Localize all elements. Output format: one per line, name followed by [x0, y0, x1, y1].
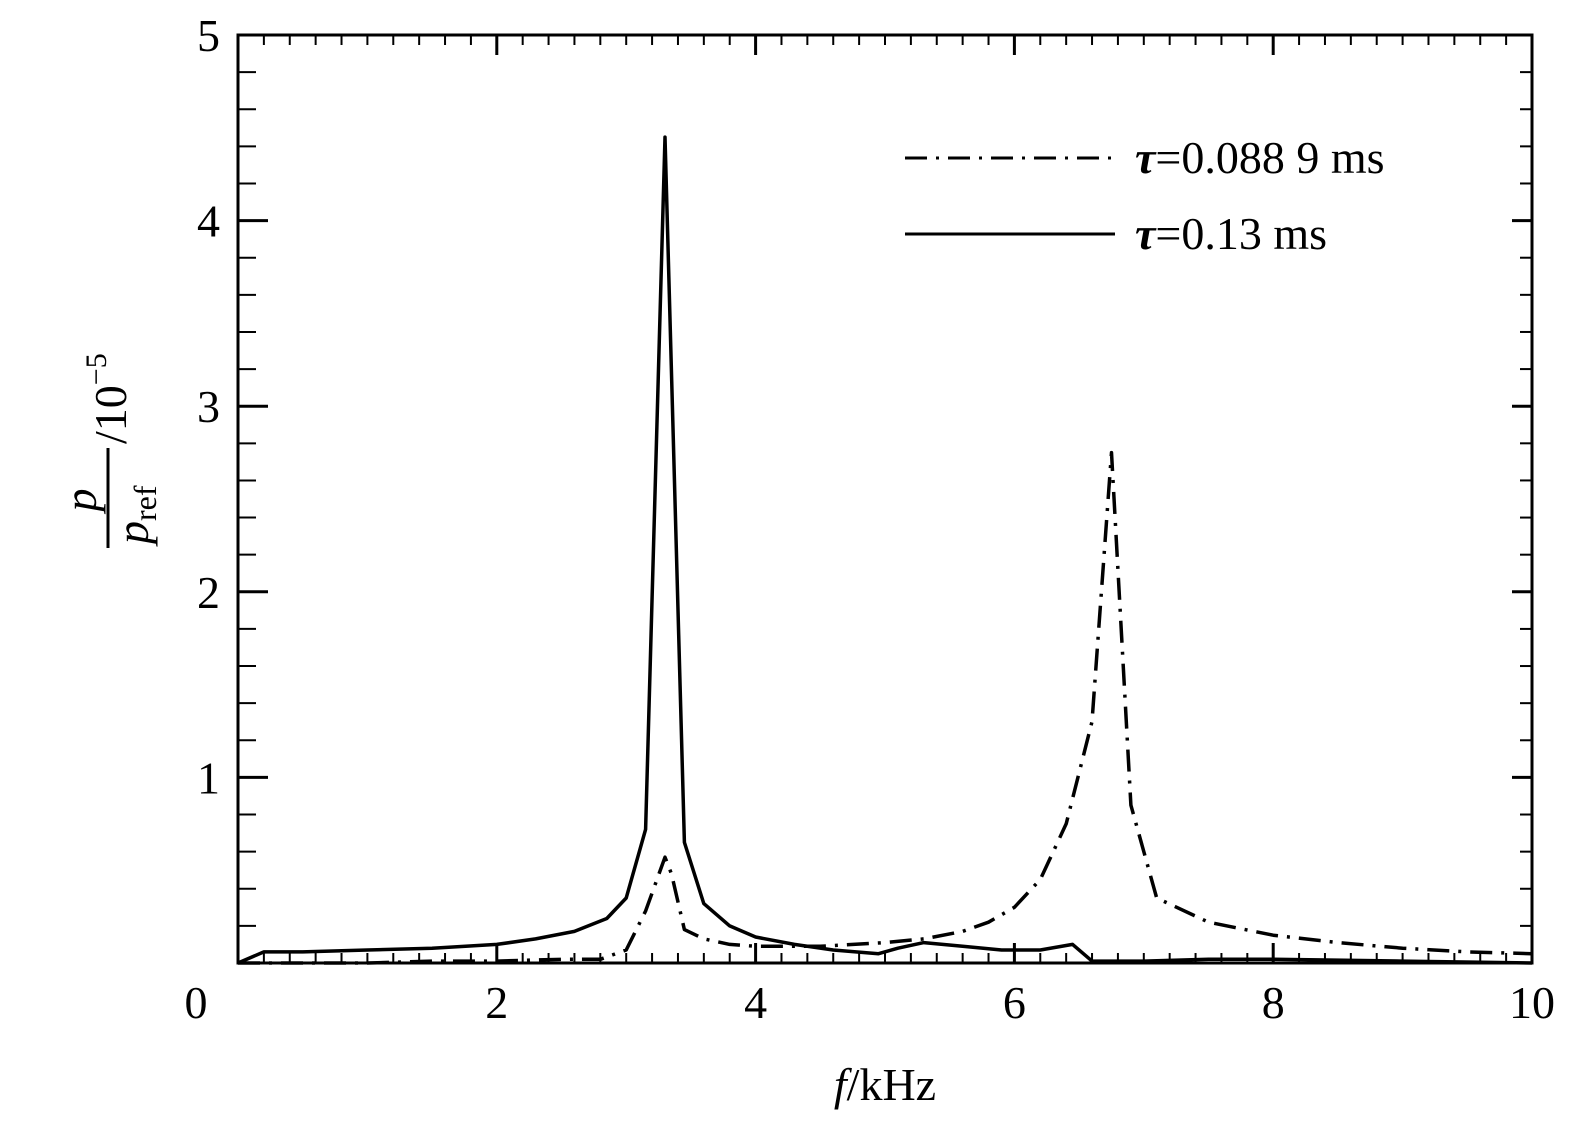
legend-text-series-1: =0.088 9 ms — [1155, 132, 1384, 183]
legend-entry-series-2: τ=0.13 ms — [1135, 208, 1327, 259]
y-axis-title: p pref /10−5 — [55, 353, 163, 548]
legend-entry-series-1: τ=0.088 9 ms — [1135, 132, 1385, 183]
series-line-1 — [238, 450, 1533, 965]
y-tick-label: 2 — [197, 567, 220, 618]
series-lines — [237, 135, 1533, 965]
y-tick-label: 4 — [197, 196, 220, 247]
x-axis-unit: /kHz — [847, 1059, 936, 1110]
x-tick-label: 2 — [485, 977, 508, 1028]
x-tick-label: 6 — [1003, 977, 1026, 1028]
y-axis-scale: /10−5 — [80, 353, 136, 444]
y-axis-denominator: pref — [107, 485, 163, 547]
x-tick-label: 8 — [1262, 977, 1285, 1028]
legend: τ=0.088 9 ms τ=0.13 ms — [905, 132, 1385, 259]
y-tick-label: 1 — [197, 752, 220, 803]
x-tick-label: 10 — [1509, 977, 1555, 1028]
minor-ticks — [238, 35, 1532, 963]
y-axis-scale-text: /10 — [85, 385, 136, 444]
x-axis-title: f/kHz — [834, 1059, 936, 1110]
x-tick-label: 4 — [744, 977, 767, 1028]
legend-text-series-2: =0.13 ms — [1155, 208, 1327, 259]
legend-symbol-series-2: τ — [1135, 208, 1157, 259]
y-axis-exponent: −5 — [80, 353, 113, 385]
legend-symbol-series-1: τ — [1135, 132, 1157, 183]
y-axis-numerator: p — [55, 489, 106, 515]
x-tick-label: 0 — [185, 977, 208, 1028]
y-axis-subscript: ref — [127, 485, 163, 521]
y-tick-label: 3 — [197, 381, 220, 432]
y-axis-denominator-var: p — [107, 521, 158, 547]
y-tick-label: 5 — [197, 10, 220, 61]
series-line-2 — [237, 135, 1533, 965]
